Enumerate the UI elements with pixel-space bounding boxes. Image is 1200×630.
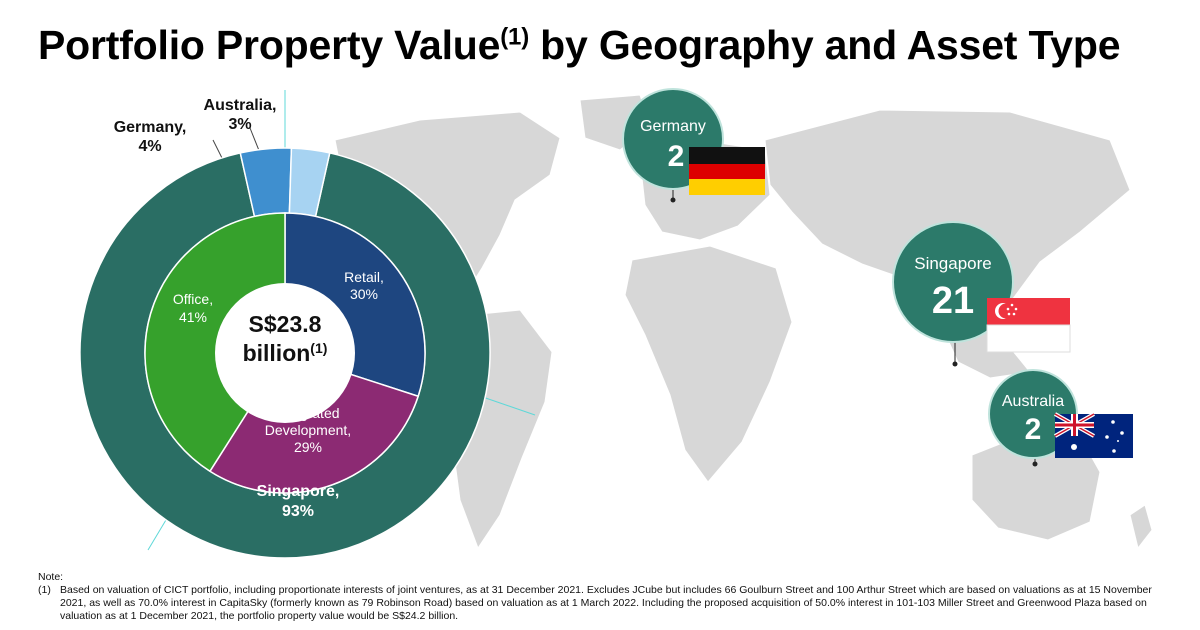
footnote-text: Based on valuation of CICT portfolio, in… [60, 584, 1152, 622]
label-germany-name: Germany, [114, 119, 187, 136]
singapore-name: Singapore [914, 254, 992, 273]
australia-pin-dot [1032, 461, 1038, 467]
title-superscript: (1) [500, 23, 529, 51]
label-office: Office, 41% [173, 291, 213, 325]
australia-count: 2 [1025, 413, 1042, 446]
page-title: Portfolio Property Value(1) by Geography… [38, 22, 1121, 69]
label-australia-value: 3% [228, 116, 251, 133]
center-superscript: (1) [310, 340, 327, 356]
label-retail-name: Retail, [344, 269, 384, 285]
center-value: S$23.8 [249, 311, 322, 337]
germany-pin-dot [670, 197, 676, 203]
germany-flag-icon [689, 147, 765, 195]
singapore-count: 21 [932, 280, 974, 322]
note-heading: Note: [38, 571, 64, 583]
union-jack [1054, 412, 1095, 438]
label-integrated-value: 29% [294, 439, 322, 455]
asset-type-ring [144, 212, 426, 494]
label-integrated-name-1: Integrated [276, 405, 339, 421]
label-office-name: Office, [173, 291, 213, 307]
footnote-item: (1) Based on valuation of CICT portfolio… [38, 584, 1168, 623]
donut-hole [215, 283, 355, 423]
germany-name: Germany [640, 118, 706, 135]
map-new-zealand [1129, 504, 1153, 550]
label-integrated: Integrated Development, 29% [265, 405, 351, 455]
footnote: Note: (1) Based on valuation of CICT por… [38, 571, 1168, 623]
title-rest: by Geography and Asset Type [528, 22, 1121, 68]
singapore-pin-dot [952, 361, 958, 367]
label-germany-value: 4% [138, 138, 161, 155]
footnote-marker: (1) [38, 584, 51, 596]
label-germany: Germany, 4% [114, 119, 187, 155]
singapore-flag-icon [986, 298, 1071, 353]
germany-count: 2 [668, 140, 685, 173]
marker-singapore: Singapore 21 [892, 221, 1071, 367]
center-unit-text: billion [243, 340, 311, 366]
label-retail: Retail, 30% [344, 269, 384, 302]
singapore-bubble [892, 221, 1014, 343]
marker-australia: Australia 2 [988, 369, 1133, 467]
label-singapore-value: 93% [282, 503, 314, 520]
southern-cross [1071, 420, 1124, 453]
australia-flag-icon [1054, 412, 1133, 458]
title-main: Portfolio Property Value [38, 22, 501, 68]
label-retail-value: 30% [350, 286, 378, 302]
label-australia-name: Australia, [204, 97, 277, 114]
map-africa [624, 245, 793, 483]
label-singapore: Singapore, 93% [257, 483, 340, 520]
australia-name: Australia [1002, 393, 1064, 410]
label-integrated-name-2: Development, [265, 422, 351, 438]
label-office-value: 41% [179, 309, 207, 325]
center-unit: billion(1) [243, 340, 328, 366]
marker-germany: Germany 2 [622, 88, 765, 203]
label-australia: Australia, 3% [204, 97, 277, 133]
label-singapore-name: Singapore, [257, 483, 340, 500]
